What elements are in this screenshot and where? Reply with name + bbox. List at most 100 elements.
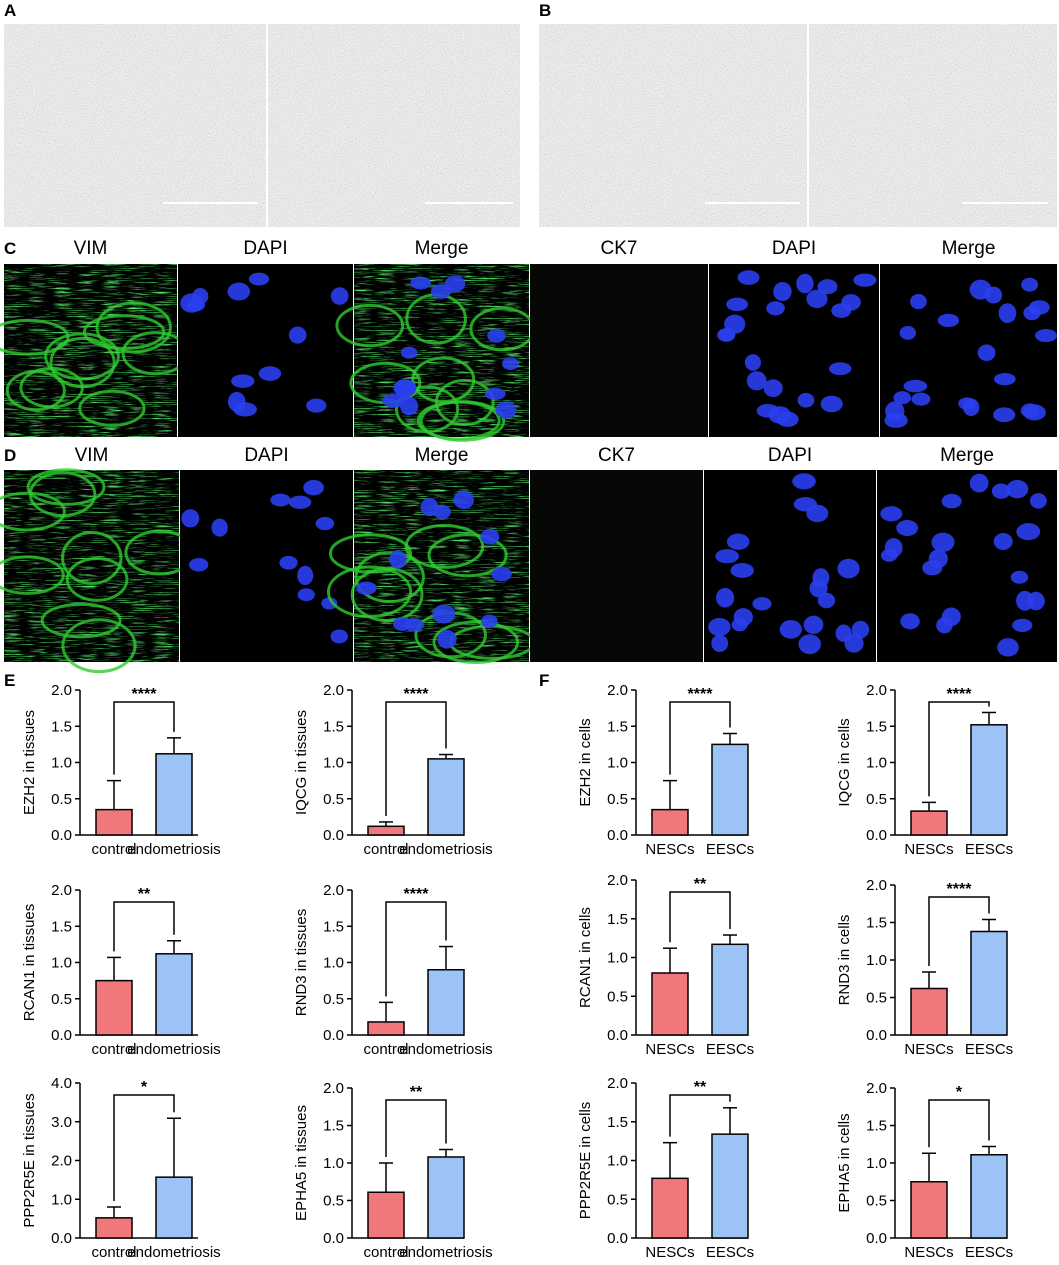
cell-outline xyxy=(432,620,520,664)
channel-caption: DAPI xyxy=(244,445,288,466)
nucleus xyxy=(936,617,953,634)
y-axis-label: PPP2R5E in tissues xyxy=(21,1093,38,1227)
nucleus xyxy=(392,616,412,631)
nucleus xyxy=(792,473,816,490)
nucleus xyxy=(997,638,1019,657)
bar-chart-iqcg-in-cells: 0.0 0.5 1.0 1.5 2.0 IQCG in cells NESCs EESCs **… xyxy=(836,682,1013,858)
y-tick-label: 0.0 xyxy=(323,1230,344,1247)
nucleus xyxy=(809,579,828,598)
x-category-label: endometriosis xyxy=(127,1244,220,1261)
y-tick-label: 1.0 xyxy=(607,755,628,772)
nucleus xyxy=(270,493,291,507)
nucleus xyxy=(495,401,517,419)
bar-control xyxy=(95,1217,133,1239)
cell-outline xyxy=(427,533,508,578)
nucleus xyxy=(931,532,955,552)
nucleus xyxy=(806,504,829,523)
y-tick-label: 1.0 xyxy=(51,755,72,772)
bar-endometriosis xyxy=(155,1176,193,1239)
nucleus xyxy=(993,532,1013,551)
panel-letter-f: F xyxy=(539,671,549,690)
y-tick-label: 2.0 xyxy=(323,1080,344,1097)
nucleus xyxy=(715,588,735,608)
bar-nescs xyxy=(910,810,948,836)
x-category-label: control xyxy=(363,1244,408,1261)
cell-outline xyxy=(61,531,123,585)
cell-outline xyxy=(326,565,413,619)
cell-outline xyxy=(411,356,476,403)
nucleus xyxy=(766,301,785,316)
y-tick-label: 4.0 xyxy=(51,1075,72,1092)
cell-outline xyxy=(26,468,106,506)
bar-chart-epha5-in-cells: 0.0 0.5 1.0 1.5 2.0 EPHA5 in cells NESCs EESCs * xyxy=(836,1080,1013,1261)
bar-eescs xyxy=(711,943,749,1036)
nucleus xyxy=(356,581,377,595)
y-tick-label: 0.5 xyxy=(607,988,628,1005)
bar-control xyxy=(95,808,133,836)
y-tick-label: 2.0 xyxy=(607,1075,628,1092)
nucleus xyxy=(321,597,338,610)
bar-endometriosis xyxy=(427,1156,465,1239)
y-tick-label: 1.0 xyxy=(51,1191,72,1208)
bar-control xyxy=(367,1191,405,1239)
cell-outline xyxy=(328,533,413,574)
nucleus xyxy=(719,327,736,341)
nucleus xyxy=(820,395,843,413)
nucleus xyxy=(711,634,729,653)
nucleus xyxy=(937,313,960,328)
x-category-label: EESCs xyxy=(965,1244,1013,1261)
bar-endometriosis xyxy=(155,753,193,836)
nucleus xyxy=(896,520,919,536)
nucleus xyxy=(420,497,439,517)
panel-b: B xyxy=(539,1,1057,227)
panel-letter: C xyxy=(4,239,16,258)
nucleus xyxy=(803,615,824,634)
x-category-label: NESCs xyxy=(645,1244,694,1261)
y-axis-label: RND3 in cells xyxy=(836,915,853,1006)
panel-letter: D xyxy=(4,446,16,465)
nucleus xyxy=(453,490,475,510)
nucleus xyxy=(432,604,456,624)
y-tick-label: 0.0 xyxy=(866,1230,887,1247)
cell-outline xyxy=(61,618,137,674)
nucleus xyxy=(306,398,327,413)
y-tick-label: 2.0 xyxy=(323,682,344,699)
nucleus xyxy=(502,357,519,371)
nucleus xyxy=(297,588,315,602)
y-tick-label: 1.0 xyxy=(323,955,344,972)
nucleus xyxy=(962,398,980,417)
channel-caption: CK7 xyxy=(598,445,635,466)
channel-caption: Merge xyxy=(415,445,469,466)
y-tick-label: 0.5 xyxy=(866,1193,887,1210)
cell-outline xyxy=(49,336,116,389)
bar-endometriosis xyxy=(155,953,193,1036)
nucleus xyxy=(993,407,1016,423)
bar-chart-rcan1-in-tissues: 0.0 0.5 1.0 1.5 2.0 RCAN1 in tissues controlen… xyxy=(21,882,221,1058)
nucleus xyxy=(1021,277,1039,292)
cell-outline xyxy=(434,378,495,426)
nucleus xyxy=(911,392,931,406)
nucleus xyxy=(330,287,349,305)
nucleus xyxy=(430,284,452,299)
panel-c: C VIM DAPI Merge CK7 DAPI Merge xyxy=(0,238,1057,442)
nucleus xyxy=(192,288,209,305)
x-category-label: endometriosis xyxy=(127,1041,220,1058)
fluorescence-image-ck7 xyxy=(530,470,703,662)
significance-marker: **** xyxy=(404,686,430,703)
y-axis-label: IQCG in tissues xyxy=(293,710,310,815)
y-tick-label: 0.5 xyxy=(323,791,344,808)
nucleus xyxy=(853,273,877,287)
cell-outline xyxy=(28,471,97,518)
nucleus xyxy=(297,565,314,586)
x-category-label: endometriosis xyxy=(399,1041,492,1058)
nucleus xyxy=(851,620,870,639)
nucleus xyxy=(746,371,767,391)
nucleus xyxy=(279,555,298,570)
fluorescence-image-ck7 xyxy=(530,264,708,437)
x-category-label: endometriosis xyxy=(127,841,220,858)
nucleus xyxy=(389,550,407,569)
nucleus xyxy=(715,549,739,564)
y-tick-label: 0.5 xyxy=(51,991,72,1008)
bar-chart-rcan1-in-cells: 0.0 0.5 1.0 1.5 2.0 RCAN1 in cells NESCs EESCs *… xyxy=(577,872,754,1058)
